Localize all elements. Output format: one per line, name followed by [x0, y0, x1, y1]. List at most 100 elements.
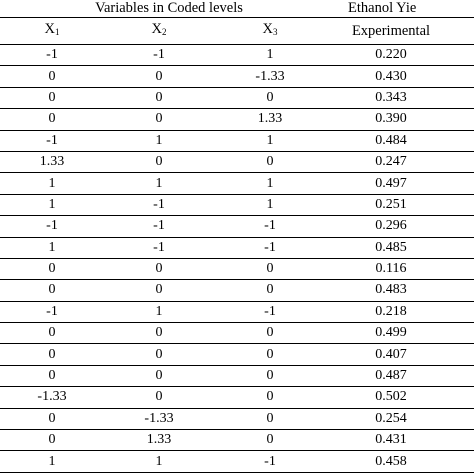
table-cell: 0.497 [326, 172, 456, 195]
table-cell: 0 [104, 365, 214, 388]
table-cell: 1 [0, 172, 104, 195]
table-cell [456, 194, 474, 217]
table-cell: 1 [0, 194, 104, 217]
table-cell: 0 [0, 65, 104, 88]
column-header-x1: X1 [0, 17, 104, 45]
table-cell: 0 [214, 258, 326, 281]
table-cell: -1 [104, 215, 214, 238]
table-cell: -1 [214, 450, 326, 473]
table-cell [456, 130, 474, 152]
table-cell [456, 365, 474, 388]
table-cell: -1 [214, 215, 326, 238]
table-row: 0 0 0 0.499 [0, 322, 474, 345]
table-cell: 0.218 [326, 301, 456, 324]
table-cell: 0.487 [326, 365, 456, 388]
table-cell: 0.483 [326, 279, 456, 302]
table-row: 1 1 -1 0.458 [0, 450, 474, 473]
column-header-x3: X3 [214, 17, 326, 45]
table-cell [456, 215, 474, 238]
table-cell: 0.407 [326, 343, 456, 366]
table-cell [456, 108, 474, 131]
table-cell: 0.431 [326, 429, 456, 452]
table-row: 0 0 1.33 0.390 [0, 108, 474, 131]
table-cell: 0.485 [326, 237, 456, 259]
coded-levels-group-header: Variables in Coded levels [0, 0, 326, 18]
table-cell: 1 [214, 194, 326, 217]
table-cell: 0.220 [326, 44, 456, 67]
table-row: 1 1 1 0.497 [0, 172, 474, 195]
table-cell: 0 [214, 365, 326, 388]
table-cell: 1.33 [0, 151, 104, 174]
table-cell: 0.458 [326, 450, 456, 473]
table-cell: 0 [104, 343, 214, 366]
table-cell: 1 [104, 172, 214, 195]
column-header-predicted: P [456, 17, 474, 45]
table-cell: 0.499 [326, 322, 456, 345]
table-cell: 0 [214, 343, 326, 366]
table-cell: 0.247 [326, 151, 456, 174]
table-cell [456, 44, 474, 67]
table-cell: 0 [104, 322, 214, 345]
table-cell [456, 151, 474, 174]
table-cell: 0 [214, 386, 326, 409]
table-cell: 0 [0, 108, 104, 131]
table-row: 0 0 0 0.116 [0, 258, 474, 281]
table-cell: -1 [0, 301, 104, 324]
table-cell: 0.251 [326, 194, 456, 217]
table-cell: 0 [104, 279, 214, 302]
table-cell: 0 [0, 279, 104, 302]
table-cell: 0 [0, 258, 104, 281]
table-cell: 0.430 [326, 65, 456, 88]
table-cell: -1 [0, 130, 104, 152]
table-cell: 0 [214, 151, 326, 174]
table-cell: 0.116 [326, 258, 456, 281]
table-cell: -1 [104, 44, 214, 67]
group-header-row: Variables in Coded levels Ethanol Yie [0, 0, 474, 18]
table-cell: 0 [104, 65, 214, 88]
table-cell [456, 343, 474, 366]
table-row: -1 1 -1 0.218 [0, 301, 474, 324]
table-cell [456, 237, 474, 259]
table-cell: 1 [104, 450, 214, 473]
table-row: 1.33 0 0 0.247 [0, 151, 474, 174]
table-cell [456, 301, 474, 324]
table-cell: -1 [104, 237, 214, 259]
table-cell: 0 [214, 429, 326, 452]
table-cell: 0 [214, 408, 326, 431]
table-cell: -1.33 [0, 386, 104, 409]
table-cell [456, 87, 474, 110]
table-cell: -1.33 [104, 408, 214, 431]
table-row: -1 -1 1 0.220 [0, 44, 474, 67]
table-row: 1 -1 -1 0.485 [0, 237, 474, 259]
table-cell [456, 450, 474, 473]
table-row: 0 0 0 0.487 [0, 365, 474, 388]
table-row: 0 -1.33 0 0.254 [0, 408, 474, 431]
table-cell: -1 [0, 44, 104, 67]
table-cell [456, 386, 474, 409]
table-cell [456, 172, 474, 195]
table-cell: 0 [0, 408, 104, 431]
table-cell [456, 322, 474, 345]
table-row: -1 -1 -1 0.296 [0, 215, 474, 238]
table-body: -1 -1 1 0.220 0 0 -1.33 0.430 0 0 0 0.343 0 0 1.33 0.39… [0, 44, 474, 473]
table-cell: 1 [104, 301, 214, 324]
table-cell: 0.296 [326, 215, 456, 238]
table-cell: 0 [104, 108, 214, 131]
table-cell: 0 [104, 386, 214, 409]
table-cell: 1.33 [104, 429, 214, 452]
table-cell: -1 [0, 215, 104, 238]
table-cell: -1.33 [214, 65, 326, 88]
table-cell [456, 408, 474, 431]
table-cell: 1 [214, 172, 326, 195]
table-cell: -1 [214, 237, 326, 259]
table-row: -1.33 0 0 0.502 [0, 386, 474, 409]
table-cell: 0 [104, 87, 214, 110]
table-row: 1 -1 1 0.251 [0, 194, 474, 217]
table-cell: 1 [0, 237, 104, 259]
table-cell: 1.33 [214, 108, 326, 131]
table-row: -1 1 1 0.484 [0, 130, 474, 152]
table-row: 0 0 0 0.343 [0, 87, 474, 110]
table-cell [456, 65, 474, 88]
